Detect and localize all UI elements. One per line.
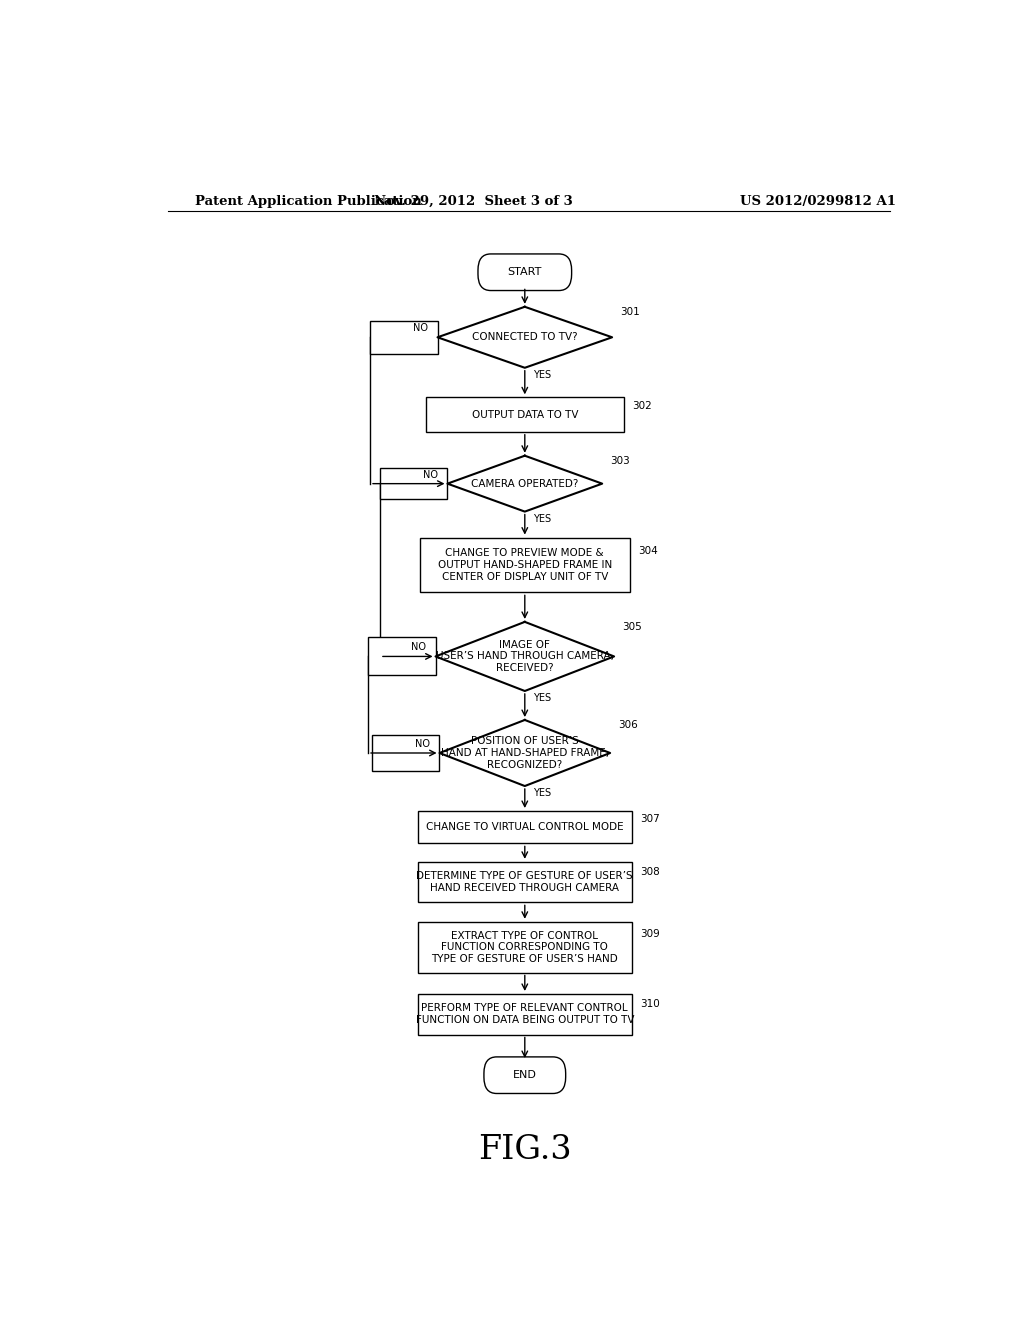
Text: CONNECTED TO TV?: CONNECTED TO TV? — [472, 333, 578, 342]
FancyBboxPatch shape — [484, 1057, 565, 1093]
Bar — [380, 469, 447, 499]
Text: FIG.3: FIG.3 — [478, 1134, 571, 1167]
Bar — [368, 638, 435, 676]
Bar — [418, 994, 632, 1035]
Text: DETERMINE TYPE OF GESTURE OF USER’S
HAND RECEIVED THROUGH CAMERA: DETERMINE TYPE OF GESTURE OF USER’S HAND… — [417, 871, 633, 892]
Text: EXTRACT TYPE OF CONTROL
FUNCTION CORRESPONDING TO
TYPE OF GESTURE OF USER’S HAND: EXTRACT TYPE OF CONTROL FUNCTION CORRESP… — [431, 931, 618, 964]
Text: 309: 309 — [640, 929, 659, 940]
Text: 304: 304 — [638, 546, 657, 556]
Bar — [370, 321, 437, 354]
Text: 302: 302 — [632, 401, 651, 411]
Bar — [426, 397, 624, 432]
Text: YES: YES — [532, 693, 551, 704]
Text: CAMERA OPERATED?: CAMERA OPERATED? — [471, 479, 579, 488]
Polygon shape — [447, 455, 602, 512]
Bar — [418, 862, 632, 903]
Text: PERFORM TYPE OF RELEVANT CONTROL
FUNCTION ON DATA BEING OUTPUT TO TV: PERFORM TYPE OF RELEVANT CONTROL FUNCTIO… — [416, 1003, 634, 1026]
Text: 308: 308 — [640, 867, 659, 876]
Text: 310: 310 — [640, 999, 659, 1008]
Text: NO: NO — [413, 323, 428, 333]
Text: POSITION OF USER’S
HAND AT HAND-SHAPED FRAME,
RECOGNIZED?: POSITION OF USER’S HAND AT HAND-SHAPED F… — [440, 737, 609, 770]
Text: 307: 307 — [640, 814, 659, 824]
FancyBboxPatch shape — [478, 253, 571, 290]
Text: CHANGE TO VIRTUAL CONTROL MODE: CHANGE TO VIRTUAL CONTROL MODE — [426, 822, 624, 832]
Text: YES: YES — [532, 788, 551, 799]
Text: NO: NO — [415, 739, 430, 748]
Text: 305: 305 — [622, 622, 642, 632]
Text: CHANGE TO PREVIEW MODE &
OUTPUT HAND-SHAPED FRAME IN
CENTER OF DISPLAY UNIT OF T: CHANGE TO PREVIEW MODE & OUTPUT HAND-SHA… — [437, 548, 612, 582]
Text: NO: NO — [411, 643, 426, 652]
Polygon shape — [435, 622, 614, 690]
Polygon shape — [439, 719, 610, 785]
Bar — [372, 735, 439, 771]
Text: OUTPUT DATA TO TV: OUTPUT DATA TO TV — [471, 409, 579, 420]
Text: START: START — [508, 267, 542, 277]
Text: 303: 303 — [610, 455, 630, 466]
Text: Nov. 29, 2012  Sheet 3 of 3: Nov. 29, 2012 Sheet 3 of 3 — [374, 194, 572, 207]
Text: END: END — [513, 1071, 537, 1080]
Text: YES: YES — [532, 513, 551, 524]
Bar — [418, 810, 632, 843]
Text: IMAGE OF
USER’S HAND THROUGH CAMERA,
RECEIVED?: IMAGE OF USER’S HAND THROUGH CAMERA, REC… — [436, 640, 613, 673]
Text: Patent Application Publication: Patent Application Publication — [196, 194, 422, 207]
Bar — [418, 921, 632, 973]
Text: YES: YES — [532, 370, 551, 380]
Text: 301: 301 — [620, 306, 640, 317]
Bar — [420, 537, 630, 593]
Text: 306: 306 — [618, 719, 638, 730]
Polygon shape — [437, 306, 612, 368]
Text: NO: NO — [423, 470, 438, 479]
Text: US 2012/0299812 A1: US 2012/0299812 A1 — [740, 194, 896, 207]
